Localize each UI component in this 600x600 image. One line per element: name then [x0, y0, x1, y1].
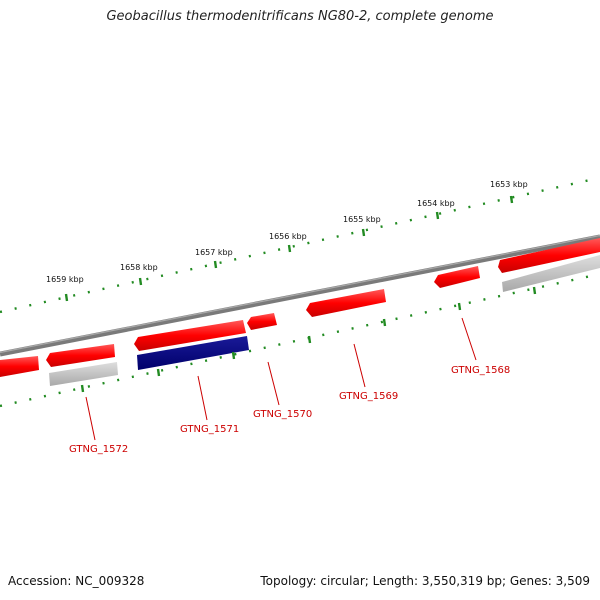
- gene-label-GTNG-1568: GTNG_1568: [451, 365, 510, 376]
- grey-feature-left: [49, 362, 118, 386]
- genome-backbone: [0, 234, 600, 357]
- navy-feature: [137, 336, 249, 370]
- scale-label-1656: 1656 kbp: [269, 232, 307, 241]
- scale-label-1657: 1657 kbp: [195, 248, 233, 257]
- gene-label-GTNG-1569: GTNG_1569: [339, 391, 398, 402]
- scale-label-1654: 1654 kbp: [417, 199, 455, 208]
- gene-arrow-GTNG-1569: [306, 289, 386, 317]
- gene-arrow-GTNG-1572: [46, 344, 115, 367]
- gene-label-leaders: [85, 317, 477, 441]
- gene-label-GTNG-1572: GTNG_1572: [69, 444, 128, 455]
- gene-arrow-GTNG-1571: [134, 320, 246, 351]
- gene-arrow-GTNG-1570: [247, 313, 277, 330]
- genome-title: Geobacillus thermodenitrificans NG80-2, …: [106, 9, 494, 24]
- inner-scale-track: [0, 272, 600, 408]
- gene-label-GTNG-1570: GTNG_1570: [253, 409, 312, 420]
- gene-arrow-GTNG-1568: [434, 266, 480, 288]
- accession-text: Accession: NC_009328: [8, 574, 145, 588]
- genome-stats-text: Topology: circular; Length: 3,550,319 bp…: [260, 574, 590, 588]
- gene-arrow-right-edge: [498, 238, 600, 273]
- genome-backbone-highlight: [0, 234, 600, 354]
- scale-label-1653: 1653 kbp: [490, 180, 528, 189]
- scale-label-1655: 1655 kbp: [343, 215, 381, 224]
- gene-label-GTNG-1571: GTNG_1571: [180, 424, 239, 435]
- inner-major-ticks: [80, 286, 537, 393]
- scale-label-1659: 1659 kbp: [46, 275, 84, 284]
- grey-feature-right: [502, 255, 600, 292]
- scale-label-1658: 1658 kbp: [120, 263, 158, 272]
- gene-arrow-left-edge: [0, 356, 39, 377]
- outer-scale-track: [0, 178, 591, 314]
- outer-major-ticks: [64, 195, 514, 302]
